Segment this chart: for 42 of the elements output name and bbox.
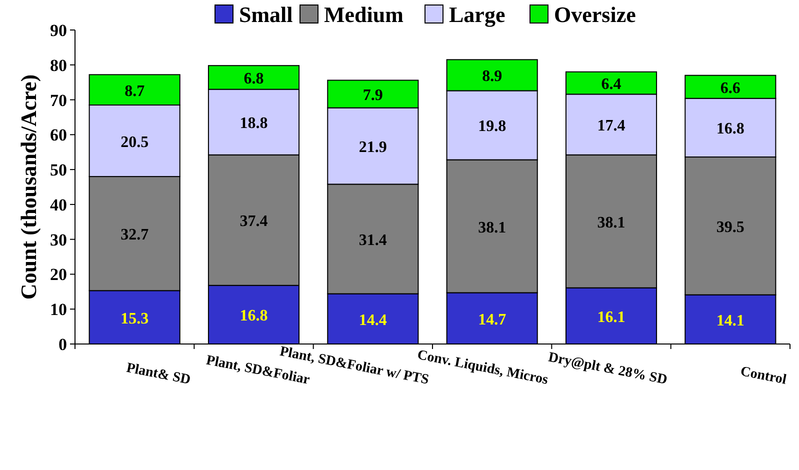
data-label: 6.4 (601, 76, 622, 94)
y-tick-label: 90 (50, 21, 67, 40)
y-tick-label: 0 (58, 335, 67, 354)
legend-label: Small (239, 2, 293, 27)
legend-label: Large (449, 2, 506, 27)
data-label: 38.1 (478, 219, 506, 236)
y-tick-label: 40 (50, 195, 67, 214)
data-label: 6.8 (244, 70, 264, 88)
data-label: 20.5 (120, 134, 149, 151)
data-label: 6.6 (720, 80, 740, 97)
data-label: 7.9 (362, 87, 383, 104)
y-tick-label: 70 (50, 90, 67, 110)
y-tick-label: 30 (50, 230, 67, 250)
y-tick-label: 60 (50, 126, 67, 145)
data-label: 31.4 (358, 232, 387, 249)
data-label: 14.4 (358, 312, 387, 329)
data-label: 14.1 (716, 312, 744, 330)
y-tick-label: 20 (50, 265, 67, 284)
data-label: 37.4 (240, 213, 268, 230)
legend-label: Medium (324, 2, 404, 27)
y-tick-label: 80 (50, 56, 67, 75)
data-label: 8.9 (482, 68, 502, 86)
data-label: 16.1 (597, 308, 626, 326)
data-label: 15.3 (120, 310, 149, 328)
y-axis-title: Count (thousands/Acre) (16, 74, 41, 300)
data-label: 38.1 (597, 214, 626, 232)
y-tick-label: 50 (50, 160, 67, 180)
data-label: 16.8 (716, 120, 744, 138)
legend-label: Oversize (554, 2, 636, 27)
data-label: 19.8 (478, 118, 506, 136)
data-label: 39.5 (716, 218, 744, 236)
x-tick-label: Dry@plt & 28% SD (546, 350, 668, 388)
x-tick-label: Plant& SD (125, 360, 192, 388)
data-label: 8.7 (124, 82, 145, 100)
data-label: 32.7 (120, 226, 149, 244)
data-label: 16.8 (240, 308, 268, 325)
data-label: 17.4 (597, 118, 626, 135)
y-tick-label: 10 (50, 300, 67, 320)
data-label: 14.7 (478, 311, 506, 328)
x-tick-label: Control (739, 364, 788, 388)
data-label: 18.8 (240, 115, 268, 132)
data-label: 21.9 (358, 139, 387, 156)
